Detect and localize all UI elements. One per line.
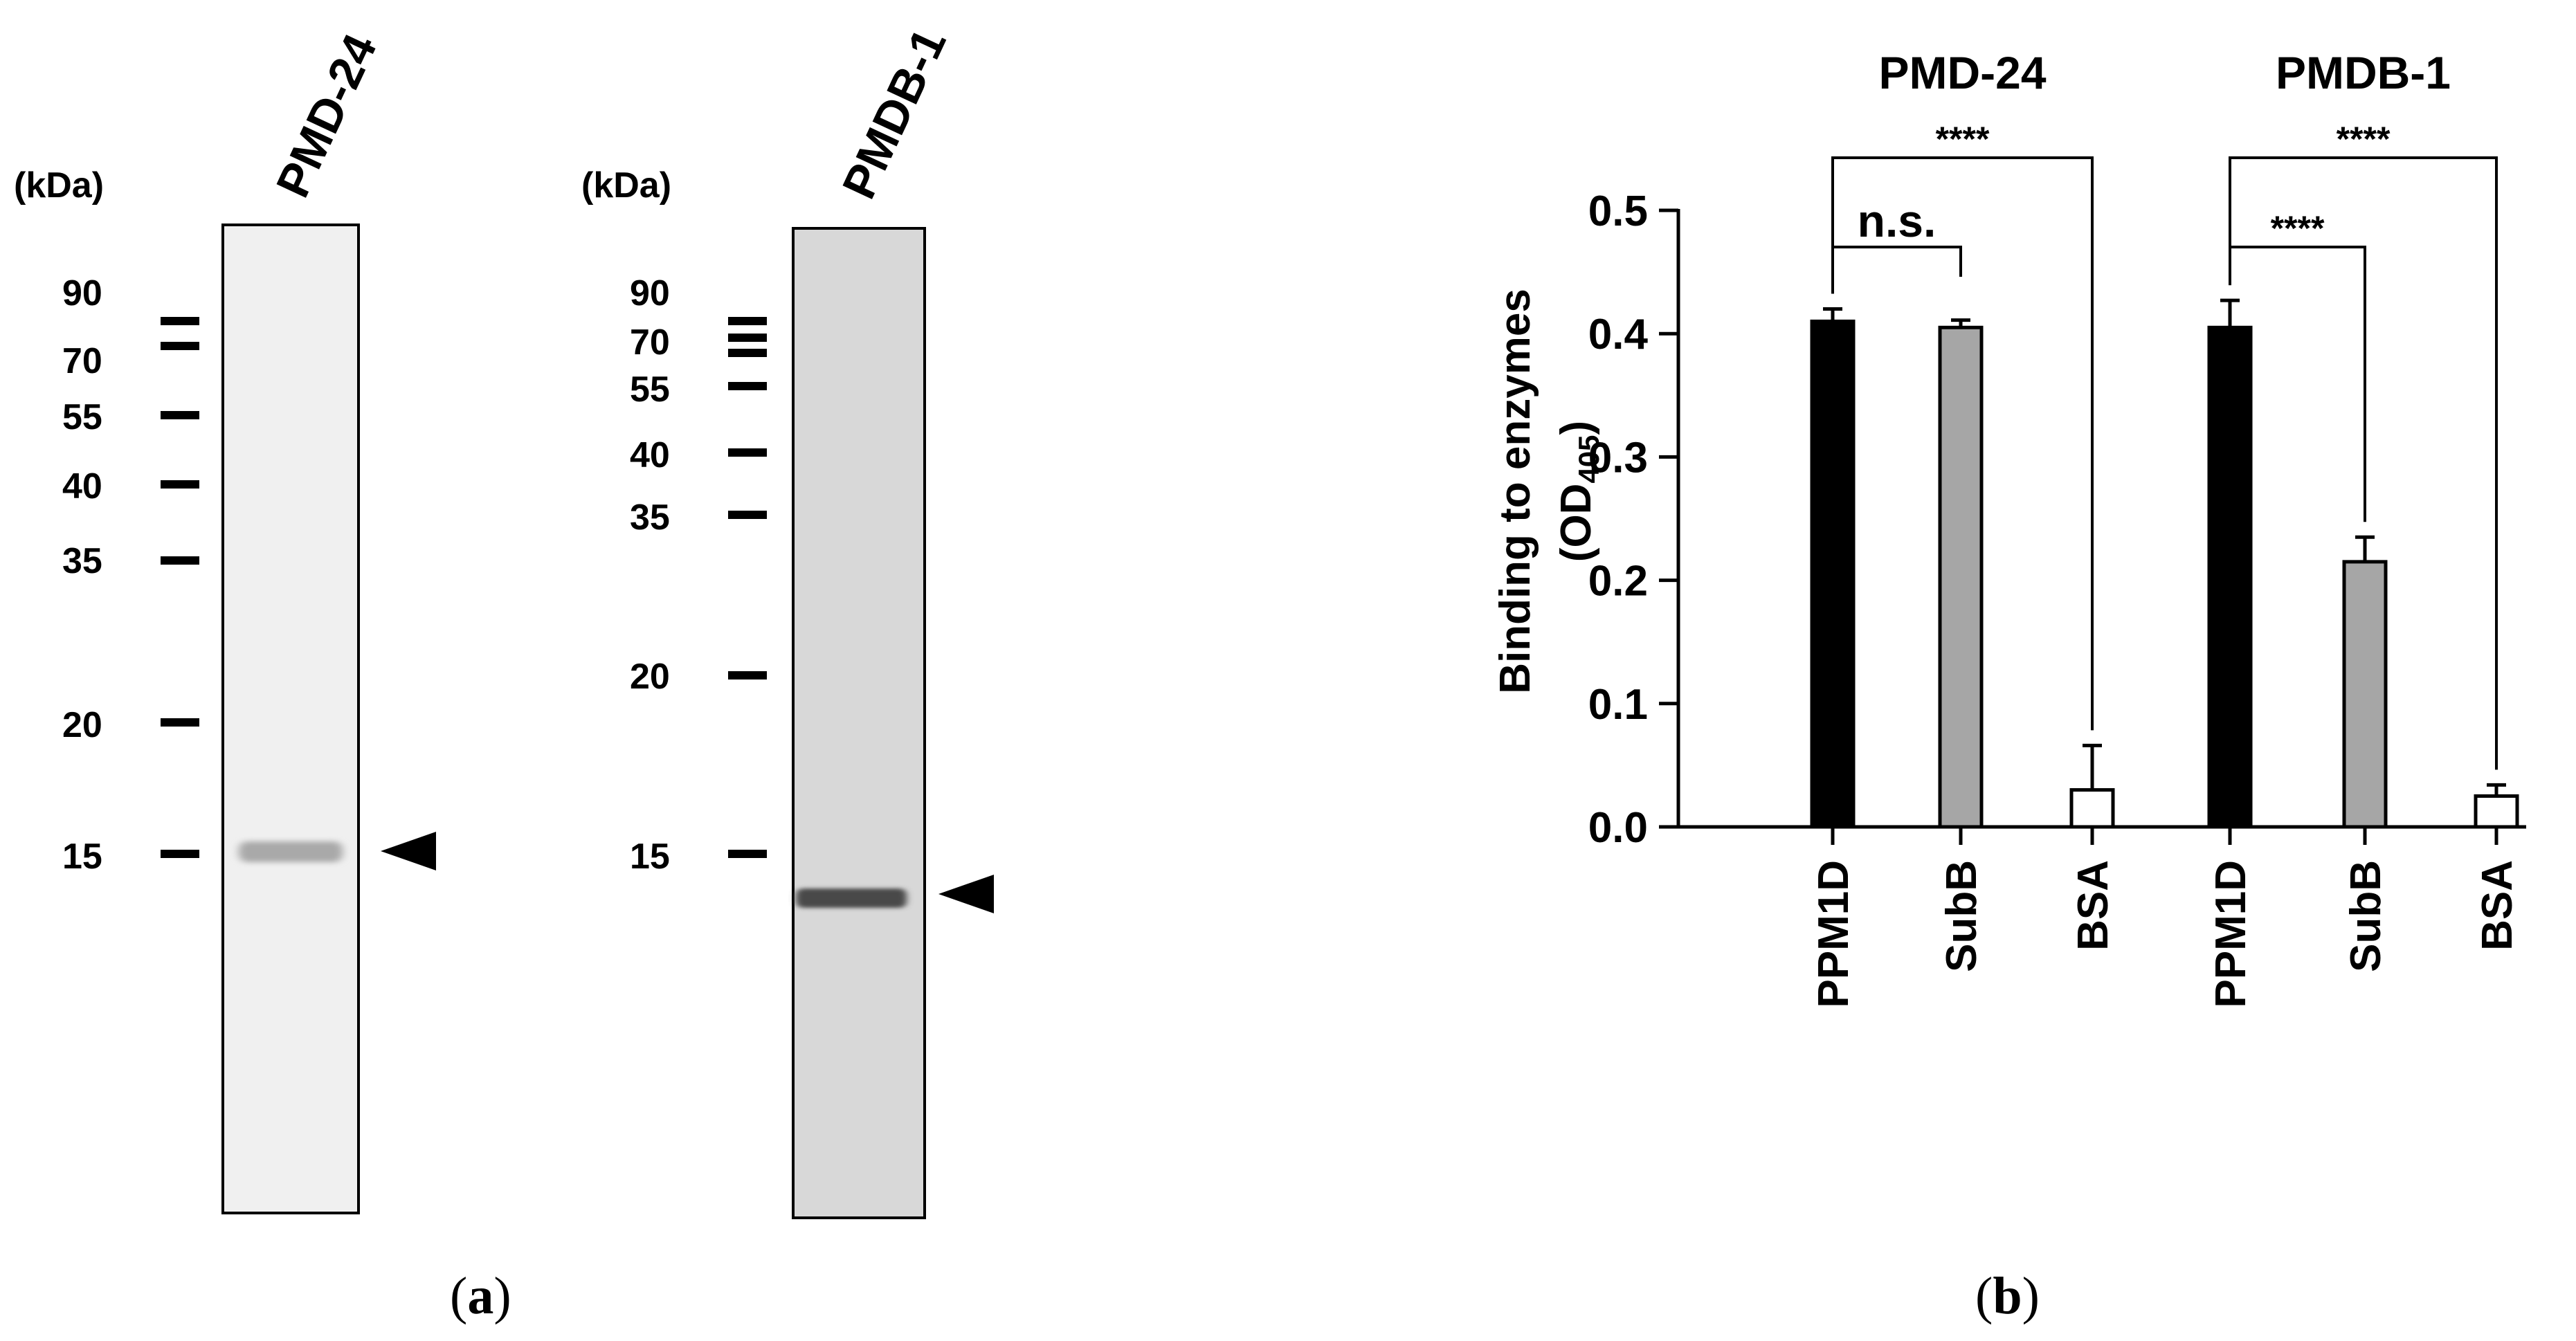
y-tick-label: 0.0 — [1588, 804, 1648, 852]
bar — [2207, 325, 2253, 829]
gel2-marker-label: 35 — [630, 498, 670, 538]
gel1-marker-tick — [161, 411, 199, 419]
gel2-marker-label: 70 — [630, 322, 670, 363]
group-title: PMDB-1 — [2276, 47, 2451, 98]
gel1-lane-background — [221, 224, 360, 1214]
gel1-marker-tick — [161, 556, 199, 565]
panel-a-caption: (a) — [450, 1267, 511, 1325]
y-tick-label: 0.2 — [1588, 558, 1648, 605]
gel1-marker-label: 15 — [62, 837, 102, 877]
bar — [2069, 788, 2115, 829]
gel2-kda-label: (kDa) — [581, 165, 671, 206]
significance-label: **** — [1936, 120, 1990, 158]
x-tick-label: BSA — [2069, 860, 2117, 951]
gel2-marker-tick — [728, 334, 767, 342]
gel2-protein-band — [796, 888, 907, 908]
gel2-marker-ladder: 90 70 55 40 35 20 15 — [630, 273, 767, 877]
gel2-lane-background — [792, 227, 926, 1219]
gel1-marker-label: 90 — [62, 273, 102, 313]
gel1-marker-tick — [161, 342, 199, 350]
gel1-kda-label: (kDa) — [14, 165, 104, 206]
bar — [2342, 560, 2388, 829]
gel1-protein-band — [239, 841, 343, 862]
gel-pmd24: PMD-24 (kDa) 90 70 55 40 35 20 15 — [14, 26, 436, 1214]
panel-b-caption: (b) — [1975, 1267, 2040, 1325]
gel1-marker-label: 35 — [62, 541, 102, 581]
x-tick-label: PPM1D — [2207, 860, 2255, 1008]
gel1-marker-ladder: 90 70 55 40 35 20 15 — [62, 273, 199, 877]
significance-bracket — [1831, 156, 2094, 731]
chart-axes: 0.0 0.1 0.2 0.3 0.4 0.5 — [1588, 188, 2526, 852]
y-tick-label: 0.5 — [1588, 188, 1648, 235]
gel1-marker-tick — [161, 480, 199, 489]
group-title: PMD-24 — [1878, 47, 2046, 98]
gel2-marker-tick — [728, 382, 767, 390]
gel2-band-arrowhead — [938, 875, 994, 913]
y-axis-label-unit: (OD405) — [1552, 421, 1605, 562]
y-tick-label: 0.3 — [1588, 434, 1648, 482]
significance-bracket — [2229, 156, 2498, 770]
gel1-marker-label: 55 — [62, 397, 102, 437]
bar — [1938, 325, 1984, 829]
y-tick-label: 0.1 — [1588, 681, 1648, 729]
bar — [2474, 794, 2519, 829]
significance-label: **** — [2271, 209, 2325, 248]
gel2-lane-label: PMDB-1 — [833, 21, 956, 206]
x-tick-label: BSA — [2474, 860, 2521, 951]
significance-label: **** — [2337, 120, 2391, 158]
x-tick-label: SubB — [2342, 860, 2390, 972]
y-tick-label: 0.4 — [1588, 311, 1649, 358]
bar — [1810, 319, 1856, 829]
x-tick-label: SubB — [1938, 860, 1986, 972]
gel2-marker-label: 20 — [630, 657, 670, 697]
gel2-marker-label: 15 — [630, 837, 670, 877]
gel2-marker-tick — [728, 349, 767, 357]
gel2-marker-tick — [728, 511, 767, 519]
gel1-marker-label: 20 — [62, 705, 102, 745]
gel2-marker-tick — [728, 850, 767, 858]
gel2-marker-tick — [728, 671, 767, 679]
binding-bar-chart: Binding to enzymes (OD405) 0.00.10.20.30… — [1491, 47, 2526, 1008]
gel1-marker-tick — [161, 317, 199, 325]
gel-pmdb1: PMDB-1 (kDa) 90 70 55 40 35 20 15 — [581, 21, 994, 1219]
gel2-marker-label: 55 — [630, 370, 670, 410]
significance-label: n.s. — [1858, 195, 1936, 246]
gel2-marker-tick — [728, 448, 767, 457]
gel1-marker-label: 70 — [62, 341, 102, 381]
gel1-lane-label: PMD-24 — [266, 26, 387, 205]
gel1-marker-label: 40 — [62, 466, 102, 507]
gel1-marker-tick — [161, 850, 199, 858]
gel2-marker-label: 40 — [630, 435, 670, 475]
gel1-marker-tick — [161, 718, 199, 727]
y-axis-label-main: Binding to enzymes — [1491, 289, 1539, 694]
gel2-marker-label: 90 — [630, 273, 670, 313]
x-tick-label: PPM1D — [1810, 860, 1858, 1008]
gel1-band-arrowhead — [381, 832, 436, 870]
gel2-marker-tick — [728, 317, 767, 325]
significance-bracket — [1831, 246, 1962, 294]
